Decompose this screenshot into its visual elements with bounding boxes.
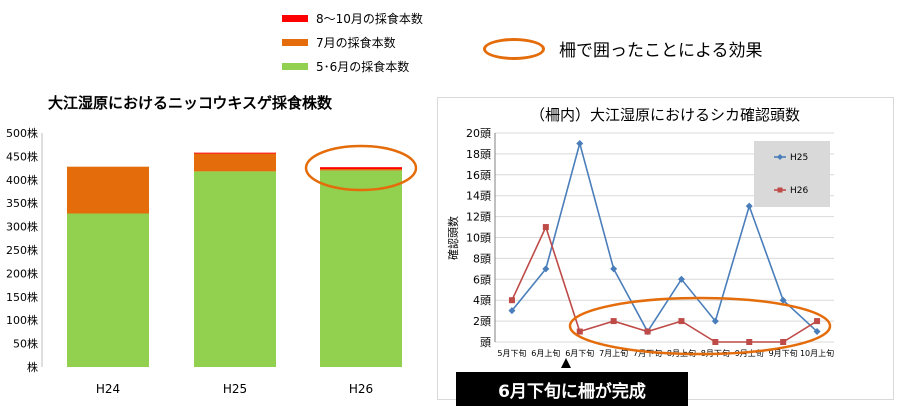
bar-x-tick-label: H26 <box>349 382 373 396</box>
line-point-H26 <box>712 339 719 345</box>
line-y-tick-label: 16頭 <box>466 169 491 182</box>
bar-segment <box>194 171 276 367</box>
line-legend-label: H25 <box>790 153 808 163</box>
bar-segment <box>194 152 276 154</box>
effect-legend: 柵で囲ったことによる効果 <box>483 36 763 61</box>
line-y-tick-label: 6頭 <box>473 273 491 286</box>
completion-arrow-icon <box>561 358 571 368</box>
legend-label: 7月の採食本数 <box>316 35 396 50</box>
orange-ellipse-icon <box>483 37 545 60</box>
line-x-tick-label: 9月下旬 <box>769 348 798 358</box>
legend-item-may-june: 5･6月の採食本数 <box>282 54 423 78</box>
bar-y-tick-label: 500株 <box>6 126 38 140</box>
line-y-tick-label: 10頭 <box>466 232 491 245</box>
bar-segment <box>320 167 402 170</box>
line-y-tick-label: 2頭 <box>473 315 491 328</box>
line-point-H25 <box>711 317 719 325</box>
completion-banner: 6月下旬に柵が完成 <box>456 372 688 406</box>
legend-item-aug-oct: 8～10月の採食本数 <box>282 6 423 30</box>
line-x-tick-label: 6月上旬 <box>531 348 560 358</box>
bar-y-tick-label: 200株 <box>6 266 38 280</box>
line-point-H25 <box>508 307 516 315</box>
bar-y-tick-label: 150株 <box>6 290 38 304</box>
line-point-H25 <box>677 275 685 283</box>
bar-highlight-ellipse <box>304 144 418 192</box>
bar-y-tick-label: 400株 <box>6 173 38 187</box>
bar-y-tick-label: 450株 <box>6 149 38 163</box>
line-y-tick-label: 4頭 <box>473 294 491 307</box>
line-point-H25 <box>813 328 821 336</box>
bar-segment <box>194 153 276 172</box>
line-y-tick-label: 18頭 <box>466 148 491 161</box>
line-y-tick-label: 14頭 <box>466 190 491 203</box>
line-point-H26 <box>678 318 685 325</box>
bar-y-tick-label: 300株 <box>6 220 38 234</box>
legend-label: 8～10月の採食本数 <box>316 11 423 26</box>
bar-segment <box>320 169 402 171</box>
effect-legend-label: 柵で囲ったことによる効果 <box>559 41 763 61</box>
bar-chart-title: 大江湿原におけるニッコウキスゲ採食株数 <box>48 94 332 112</box>
line-legend-marker <box>777 154 783 160</box>
line-point-H26 <box>576 328 583 335</box>
line-chart-title: （柵内）大江湿原におけるシカ確認頭数 <box>530 106 800 124</box>
line-y-tick-label: 8頭 <box>473 252 491 265</box>
legend-label: 5･6月の採食本数 <box>316 59 410 74</box>
line-y-tick-label: 12頭 <box>466 211 491 224</box>
line-point-H26 <box>542 224 549 231</box>
line-point-H26 <box>610 318 617 325</box>
line-point-H25 <box>610 265 618 273</box>
line-point-H25 <box>745 202 753 210</box>
bar-x-tick-label: H24 <box>96 382 120 396</box>
bar-y-tick-label: 350株 <box>6 196 38 210</box>
line-legend-label: H26 <box>790 186 808 196</box>
line-point-H25 <box>779 296 787 304</box>
bar-y-tick-label: 株 <box>27 360 38 374</box>
bar-segment <box>67 213 149 367</box>
line-point-H26 <box>780 339 787 345</box>
bar-segment <box>67 166 149 214</box>
bar-x-tick-label: H25 <box>223 382 247 396</box>
bar-y-tick-label: 50株 <box>13 337 38 351</box>
line-x-tick-label: 6月下旬 <box>565 348 594 358</box>
line-y-axis-label: 確認頭数 <box>446 216 460 260</box>
line-x-tick-label: 7月上旬 <box>599 348 628 358</box>
line-point-H26 <box>746 339 753 345</box>
line-point-H25 <box>576 139 584 147</box>
legend-swatch-red <box>282 14 308 22</box>
legend-swatch-orange <box>282 38 308 46</box>
bar-y-tick-label: 100株 <box>6 313 38 327</box>
line-x-tick-label: 10月上旬 <box>800 348 834 358</box>
line-legend-box <box>754 141 830 207</box>
bar-segment <box>320 170 402 367</box>
line-highlight-ellipse <box>568 296 832 356</box>
line-series-H26 <box>511 224 818 343</box>
legend-swatch-green <box>282 62 308 70</box>
line-legend-marker <box>777 187 783 193</box>
line-point-H26 <box>644 328 651 335</box>
line-point-H26 <box>508 297 515 304</box>
legend-item-july: 7月の採食本数 <box>282 30 423 54</box>
line-y-tick-label: 頭 <box>480 336 491 349</box>
bar-chart-legend: 8～10月の採食本数 7月の採食本数 5･6月の採食本数 <box>282 6 423 78</box>
bar-y-tick-label: 250株 <box>6 243 38 257</box>
line-x-tick-label: 7月下旬 <box>633 348 662 358</box>
line-series-H25 <box>511 140 818 334</box>
line-y-tick-label: 20頭 <box>466 127 491 140</box>
line-point-H26 <box>814 318 821 325</box>
line-x-tick-label: 5月下旬 <box>497 348 526 358</box>
line-point-H25 <box>542 265 550 273</box>
